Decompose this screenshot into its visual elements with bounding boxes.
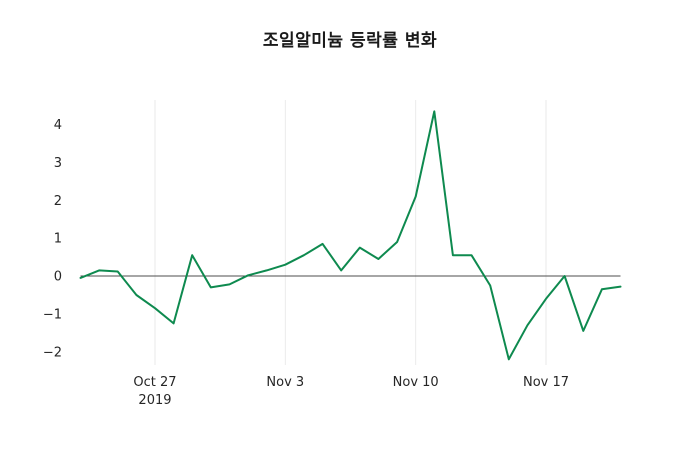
- y-tick-label: 2: [54, 194, 62, 209]
- x-tick-label: Oct 27: [133, 375, 176, 390]
- x-axis-ticks: Oct 27 2019 Nov 3 Nov 10 Nov 17: [133, 375, 569, 408]
- series-group: [79, 110, 622, 361]
- y-tick-label: −2: [43, 345, 62, 360]
- chart-title: 조일알미늄 등락률 변화: [262, 31, 438, 51]
- y-tick-label: 1: [54, 232, 62, 247]
- y-tick-label: 3: [54, 156, 62, 171]
- x-tick-label: Nov 17: [523, 375, 569, 390]
- price-line: [79, 110, 622, 361]
- y-tick-label: −1: [43, 307, 62, 322]
- gridlines-group: [154, 100, 547, 365]
- y-tick-label: 4: [54, 118, 62, 133]
- y-tick-label: 0: [54, 270, 62, 285]
- y-axis-ticks: −2 −1 0 1 2 3 4: [43, 118, 62, 360]
- x-tick-label: Nov 10: [393, 375, 439, 390]
- x-tick-sublabel: 2019: [138, 393, 171, 408]
- x-tick-label: Nov 3: [266, 375, 304, 390]
